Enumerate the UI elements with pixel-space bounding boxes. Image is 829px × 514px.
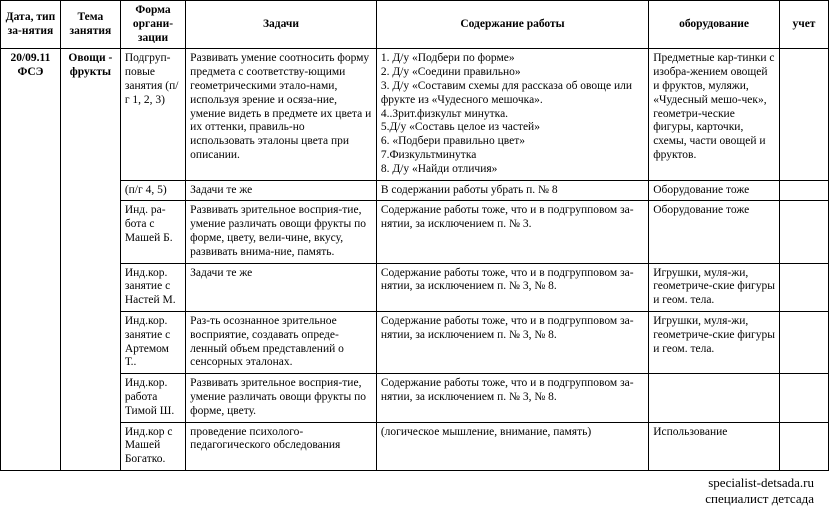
content-cell: (логическое мышление, внимание, память)	[376, 422, 648, 470]
tasks-cell: Развивать зрительное восприя-тие, умение…	[186, 201, 377, 263]
date-cell: 20/09.11 ФСЭ	[1, 49, 61, 471]
watermark: specialist-detsada.ru специалист детсада	[702, 474, 817, 509]
record-cell	[779, 374, 828, 422]
content-cell: Содержание работы тоже, что и в подгрупп…	[376, 263, 648, 311]
tasks-cell: Задачи те же	[186, 263, 377, 311]
equipment-cell	[649, 374, 780, 422]
form-cell: Инд.кор. занятие с Артемом Т..	[120, 311, 185, 373]
equipment-cell: Игрушки, муля-жи, геометриче-ские фигуры…	[649, 311, 780, 373]
header-equipment: оборудование	[649, 1, 780, 49]
content-cell: Содержание работы тоже, что и в подгрупп…	[376, 201, 648, 263]
tasks-cell: Развивать умение соотносить форму предме…	[186, 49, 377, 180]
content-cell: Содержание работы тоже, что и в подгрупп…	[376, 311, 648, 373]
table-row: Инд.кор с Машей Богатко.проведение психо…	[1, 422, 829, 470]
table-row: Инд.кор. занятие с Настей М.Задачи те же…	[1, 263, 829, 311]
record-cell	[779, 311, 828, 373]
table-row: Инд. ра-бота с Машей Б.Развивать зритель…	[1, 201, 829, 263]
content-cell: В содержании работы убрать п. № 8	[376, 180, 648, 201]
topic-cell: Овощи - фрукты	[60, 49, 120, 471]
equipment-cell: Оборудование тоже	[649, 201, 780, 263]
equipment-cell: Использование	[649, 422, 780, 470]
tasks-cell: проведение психолого-педагогического обс…	[186, 422, 377, 470]
form-cell: Инд. ра-бота с Машей Б.	[120, 201, 185, 263]
equipment-cell: Игрушки, муля-жи, геометриче-ские фигуры…	[649, 263, 780, 311]
header-record: учет	[779, 1, 828, 49]
tasks-cell: Развивать зрительное восприя-тие, умение…	[186, 374, 377, 422]
content-cell: Содержание работы тоже, что и в подгрупп…	[376, 374, 648, 422]
record-cell	[779, 422, 828, 470]
header-date: Дата, тип за-нятия	[1, 1, 61, 49]
record-cell	[779, 263, 828, 311]
table-body: 20/09.11 ФСЭОвощи - фруктыПодгруп-повые …	[1, 49, 829, 471]
header-form: Форма органи-зации	[120, 1, 185, 49]
watermark-line-1: specialist-detsada.ru	[705, 475, 814, 491]
table-row: Инд.кор. работа Тимой Ш.Развивать зрител…	[1, 374, 829, 422]
form-cell: (п/г 4, 5)	[120, 180, 185, 201]
header-content: Содержание работы	[376, 1, 648, 49]
tasks-cell: Раз-ть осознанное зрительное восприятие,…	[186, 311, 377, 373]
equipment-cell: Оборудование тоже	[649, 180, 780, 201]
record-cell	[779, 49, 828, 180]
header-tasks: Задачи	[186, 1, 377, 49]
form-cell: Инд.кор. занятие с Настей М.	[120, 263, 185, 311]
table-row: Инд.кор. занятие с Артемом Т..Раз-ть осо…	[1, 311, 829, 373]
lesson-plan-table: Дата, тип за-нятия Тема занятия Форма ор…	[0, 0, 829, 471]
record-cell	[779, 201, 828, 263]
content-cell: 1. Д/у «Подбери по форме» 2. Д/у «Соедин…	[376, 49, 648, 180]
form-cell: Инд.кор с Машей Богатко.	[120, 422, 185, 470]
watermark-line-2: специалист детсада	[705, 491, 814, 507]
header-row: Дата, тип за-нятия Тема занятия Форма ор…	[1, 1, 829, 49]
header-topic: Тема занятия	[60, 1, 120, 49]
form-cell: Инд.кор. работа Тимой Ш.	[120, 374, 185, 422]
table-row: 20/09.11 ФСЭОвощи - фруктыПодгруп-повые …	[1, 49, 829, 180]
form-cell: Подгруп-повые занятия (п/г 1, 2, 3)	[120, 49, 185, 180]
equipment-cell: Предметные кар-тинки с изобра-жением ово…	[649, 49, 780, 180]
tasks-cell: Задачи те же	[186, 180, 377, 201]
table-row: (п/г 4, 5)Задачи те жеВ содержании работ…	[1, 180, 829, 201]
record-cell	[779, 180, 828, 201]
